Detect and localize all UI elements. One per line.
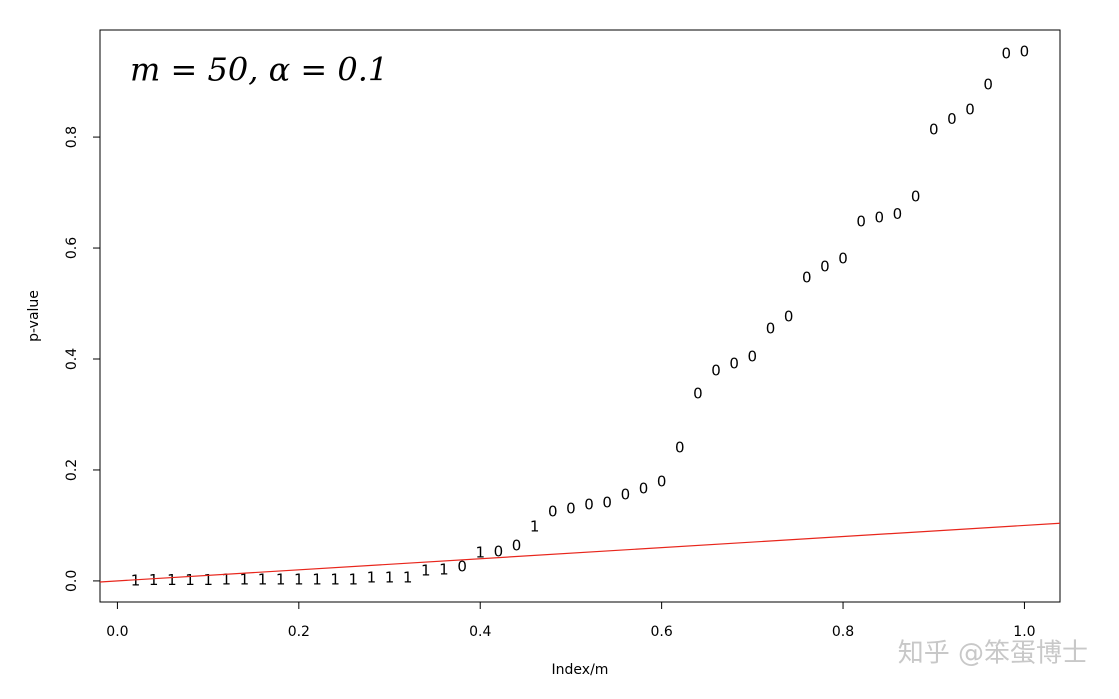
x-axis-label: Index/m <box>552 662 609 678</box>
point-marker: 0 <box>929 120 939 138</box>
y-tick-label: 0.8 <box>64 126 80 148</box>
x-tick-label: 0.8 <box>832 624 854 640</box>
point-marker: 0 <box>766 320 776 338</box>
point-marker: 0 <box>693 384 703 402</box>
point-marker: 1 <box>421 561 431 579</box>
point-marker: 1 <box>240 570 250 588</box>
point-marker: 1 <box>221 571 231 589</box>
point-marker: 0 <box>911 187 921 205</box>
point-marker: 0 <box>965 100 975 118</box>
point-marker: 0 <box>838 250 848 268</box>
point-marker: 0 <box>711 362 721 380</box>
point-marker: 0 <box>1020 43 1030 61</box>
point-marker: 1 <box>439 560 449 578</box>
point-marker: 0 <box>639 479 649 497</box>
x-tick-label: 0.6 <box>650 624 672 640</box>
point-marker: 1 <box>530 518 540 536</box>
watermark: 知乎 @笨蛋博士 <box>898 639 1088 669</box>
point-marker: 0 <box>802 268 812 286</box>
point-marker: 1 <box>348 570 358 588</box>
point-marker: 0 <box>875 209 885 227</box>
chart-title: m = 50, α = 0.1 <box>130 51 388 89</box>
point-marker: 0 <box>657 473 667 491</box>
point-marker: 1 <box>167 571 177 589</box>
point-marker: 0 <box>983 75 993 93</box>
point-marker: 1 <box>258 570 268 588</box>
x-tick-label: 0.4 <box>469 624 491 640</box>
point-marker: 0 <box>1002 44 1012 62</box>
point-marker: 0 <box>784 307 794 325</box>
point-marker: 0 <box>584 495 594 513</box>
x-tick-label: 1.0 <box>1013 624 1035 640</box>
point-marker: 0 <box>494 543 504 561</box>
point-marker: 1 <box>203 571 213 589</box>
point-marker: 0 <box>675 438 685 456</box>
x-tick-label: 0.2 <box>288 624 310 640</box>
point-marker: 1 <box>185 571 195 589</box>
point-marker: 0 <box>602 494 612 512</box>
point-marker: 0 <box>893 205 903 223</box>
y-axis-label: p-value <box>26 290 42 342</box>
y-tick-label: 0.0 <box>64 570 80 592</box>
point-marker: 0 <box>621 485 631 503</box>
y-tick-label: 0.4 <box>64 348 80 370</box>
point-marker: 1 <box>367 569 377 587</box>
point-marker: 1 <box>385 569 395 587</box>
y-tick-label: 0.2 <box>64 459 80 481</box>
point-marker: 0 <box>729 354 739 372</box>
point-marker: 0 <box>512 536 522 554</box>
point-marker: 0 <box>548 503 558 521</box>
point-marker: 0 <box>748 347 758 365</box>
point-marker: 1 <box>294 570 304 588</box>
x-tick-label: 0.0 <box>106 624 128 640</box>
point-marker: 1 <box>403 569 413 587</box>
point-marker: 0 <box>457 558 467 576</box>
point-marker: 0 <box>566 499 576 517</box>
reference-line <box>99 522 1061 583</box>
y-tick-label: 0.6 <box>64 237 80 259</box>
point-marker: 1 <box>475 544 485 562</box>
point-marker: 1 <box>330 570 340 588</box>
point-marker: 1 <box>276 570 286 588</box>
point-marker: 0 <box>856 212 866 230</box>
point-marker: 0 <box>820 257 830 275</box>
point-marker: 1 <box>149 571 159 589</box>
plot-frame <box>99 29 1061 603</box>
point-marker: 1 <box>312 570 322 588</box>
point-marker: 0 <box>947 110 957 128</box>
